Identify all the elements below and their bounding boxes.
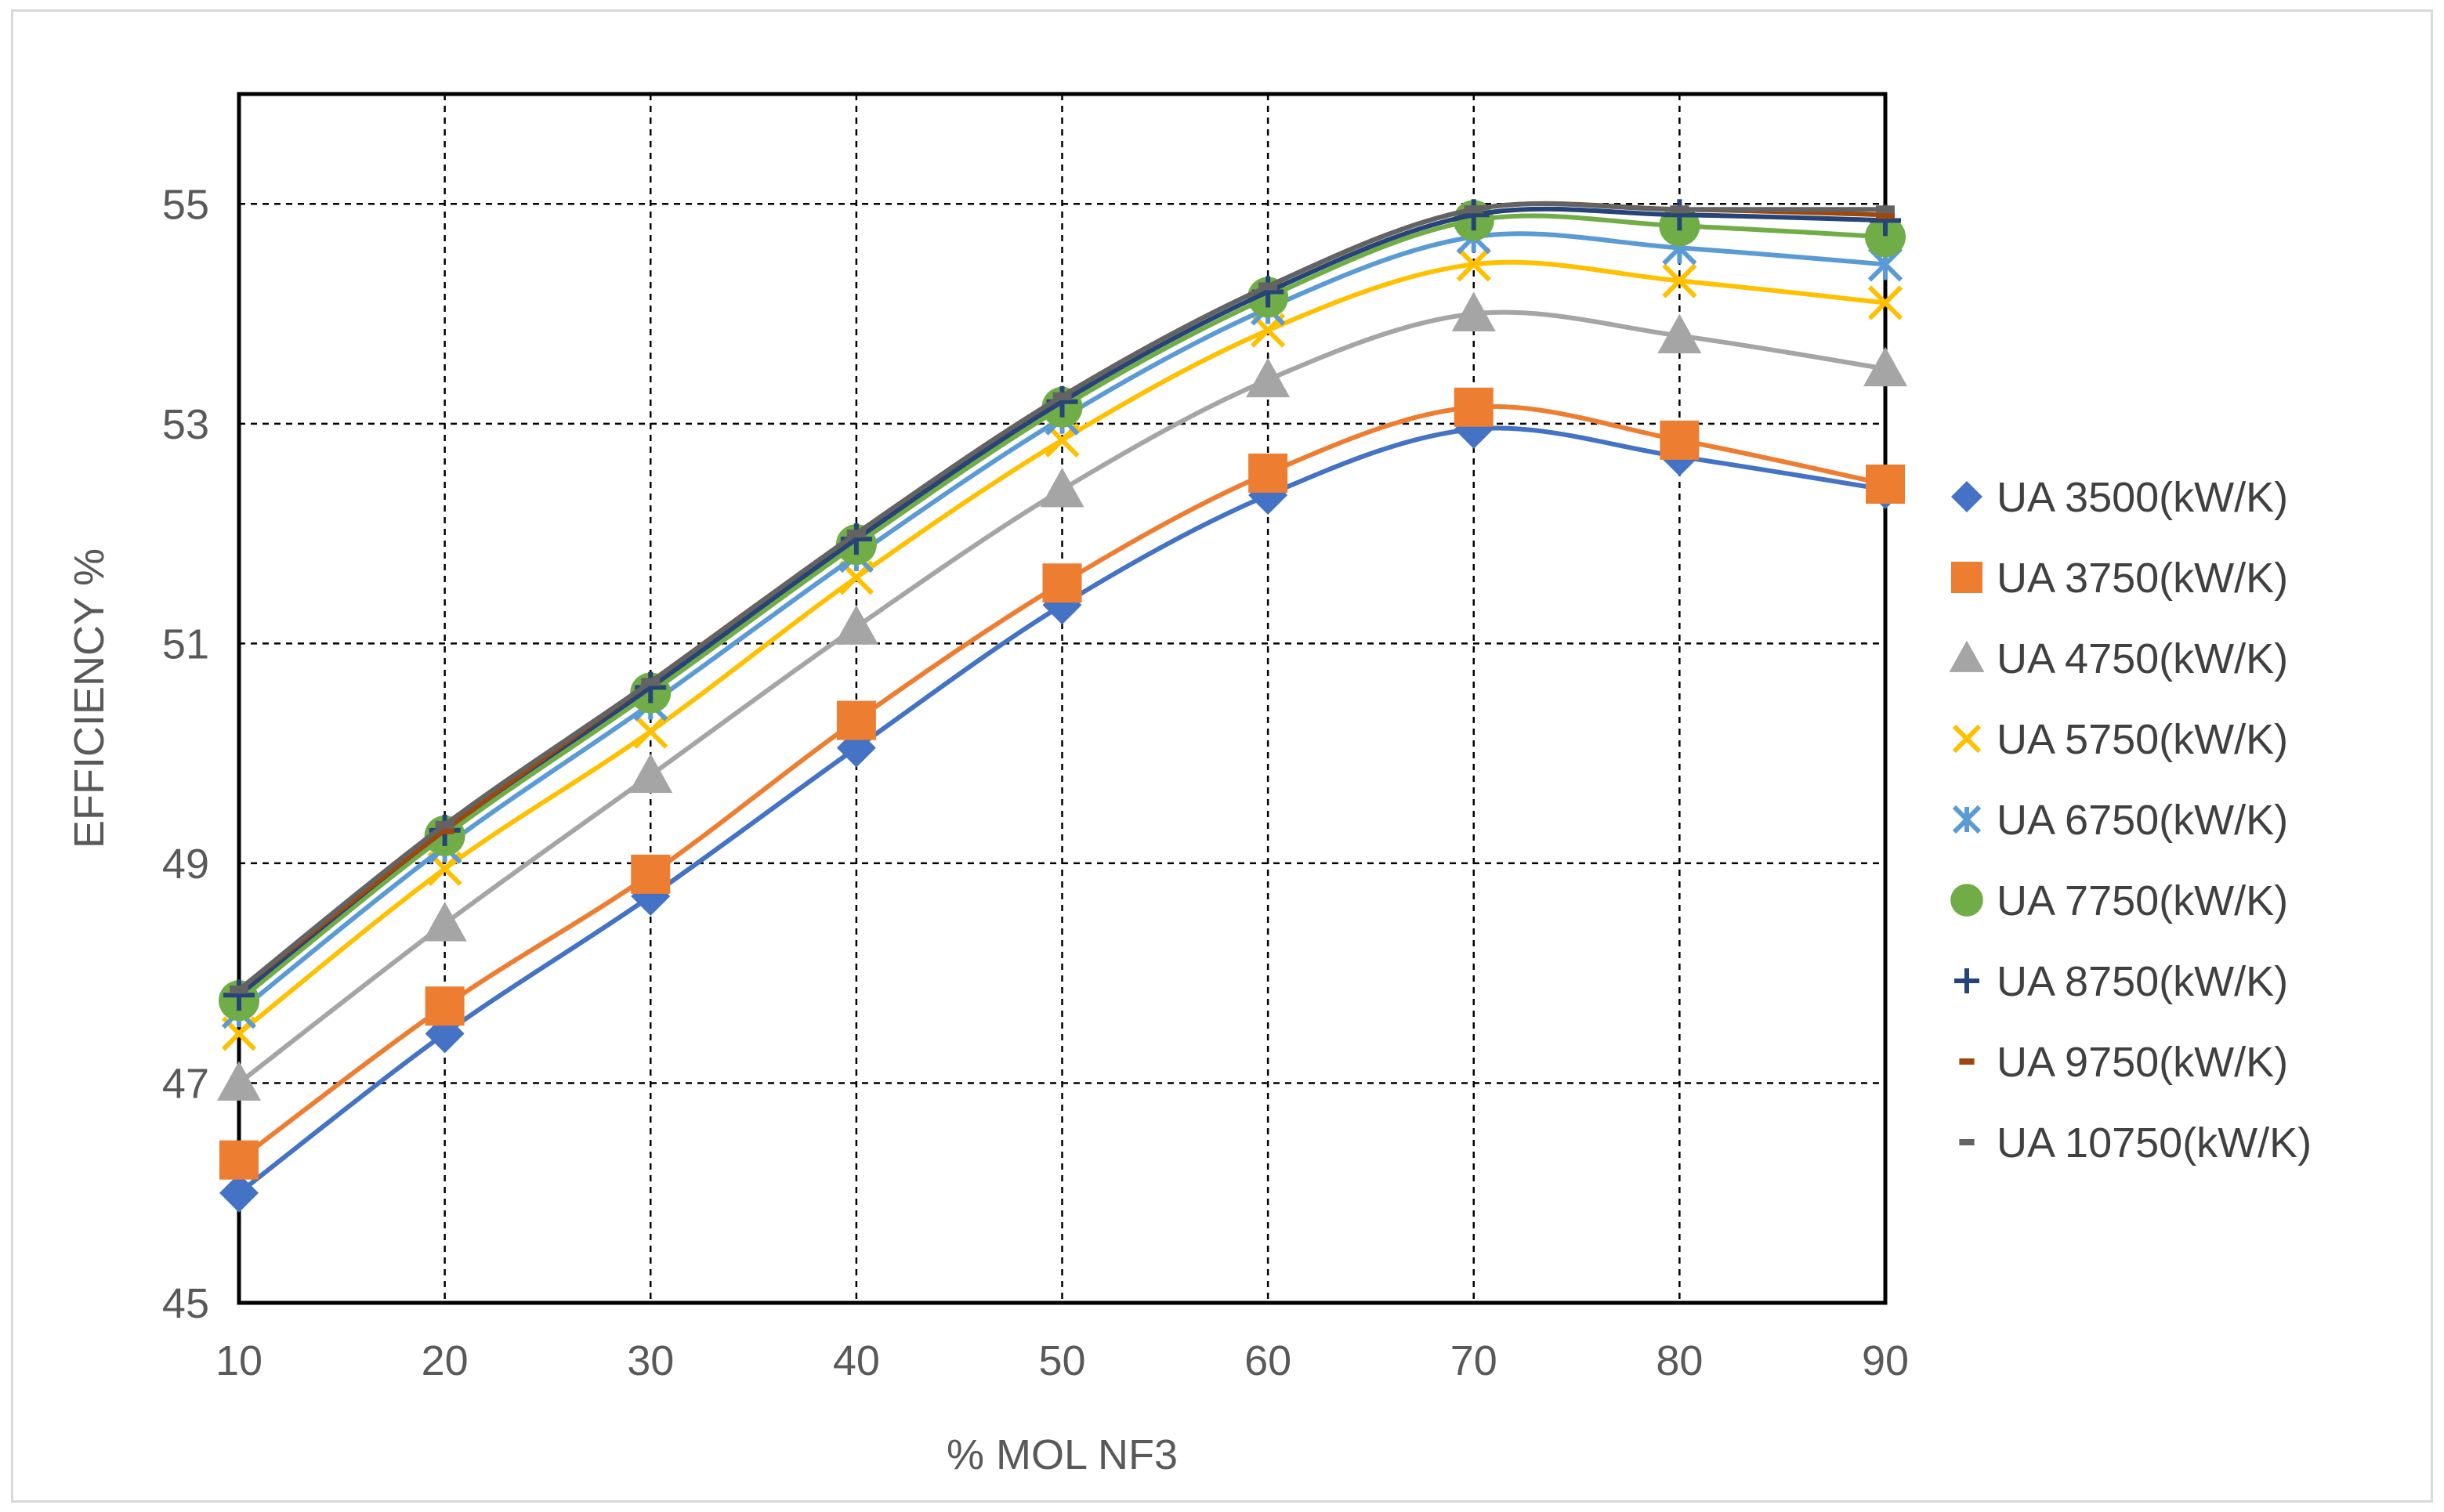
data-point — [631, 854, 671, 894]
data-point — [1464, 205, 1483, 214]
data-point — [1876, 211, 1895, 219]
y-tick-label: 45 — [162, 1280, 209, 1327]
legend-item: UA 10750(kW/K) — [1959, 1120, 2312, 1167]
chart-frame — [11, 9, 2433, 1503]
data-point — [219, 1173, 259, 1213]
x-tick-label: 20 — [422, 1337, 469, 1384]
data-point — [1863, 346, 1907, 387]
data-point — [846, 530, 866, 538]
series-line — [237, 201, 1885, 992]
data-point — [230, 986, 248, 994]
data-point — [217, 1061, 261, 1101]
data-point — [1866, 464, 1905, 504]
x-tick-label: 90 — [1862, 1337, 1909, 1384]
legend-label: UA 4750(kW/K) — [1997, 635, 2288, 682]
legend-label: UA 6750(kW/K) — [1997, 797, 2288, 844]
x-tick-label: 80 — [1656, 1337, 1703, 1384]
legend-item: UA 3500(kW/K) — [1951, 474, 2288, 521]
data-point — [836, 700, 876, 740]
legend-label: UA 5750(kW/K) — [1997, 716, 2288, 763]
legend-label: UA 9750(kW/K) — [1997, 1039, 2288, 1086]
legend-marker — [1949, 640, 1985, 672]
y-tick-label: 47 — [162, 1060, 209, 1107]
data-point — [1664, 199, 1696, 231]
legend-marker — [1951, 562, 1982, 593]
legend-item: UA 5750(kW/K) — [1952, 716, 2288, 763]
legend-marker — [1952, 805, 1982, 834]
data-point — [219, 1140, 259, 1180]
data-point — [1876, 205, 1895, 214]
legend-item: UA 4750(kW/K) — [1949, 635, 2288, 682]
legend-marker — [1954, 968, 1979, 993]
data-point — [1456, 247, 1491, 282]
tick-labels: 10 20 30 40 50 60 70 80 90 45 47 49 51 53 55 — [162, 181, 1909, 1384]
legend-marker — [1951, 481, 1982, 512]
data-point — [425, 986, 465, 1026]
legend-marker — [1952, 724, 1982, 754]
data-point — [1246, 357, 1291, 398]
y-tick-label: 49 — [162, 841, 209, 888]
x-axis-title: % MOL NF3 — [947, 1431, 1178, 1478]
x-tick-label: 70 — [1450, 1337, 1497, 1384]
plot-area-border — [237, 92, 1888, 1305]
data-point — [628, 753, 673, 794]
legend-item: UA 8750(kW/K) — [1954, 958, 2288, 1005]
data-point — [1040, 467, 1084, 508]
y-axis-title: EFFICIENCY % — [66, 548, 113, 848]
y-tick-label: 55 — [162, 181, 209, 228]
legend-item: UA 3750(kW/K) — [1951, 555, 2288, 602]
series-2 — [219, 387, 1905, 1180]
legend-item: UA 9750(kW/K) — [1959, 1039, 2288, 1086]
data-point — [1258, 282, 1278, 291]
data-point — [223, 979, 255, 1011]
data-point — [1865, 216, 1906, 258]
data-point — [435, 820, 454, 829]
x-tick-label: 50 — [1038, 1337, 1085, 1384]
data-point — [633, 714, 668, 749]
series-3 — [217, 291, 1907, 1101]
legend-label: UA 8750(kW/K) — [1997, 958, 2288, 1005]
y-tick-label: 53 — [162, 401, 209, 448]
legend-item: UA 7750(kW/K) — [1950, 877, 2288, 924]
x-tick-label: 40 — [833, 1337, 880, 1384]
series-9 — [230, 201, 1895, 994]
data-point — [1454, 387, 1494, 427]
series-layer — [217, 199, 1907, 1213]
data-point — [1052, 392, 1072, 400]
x-tick-label: 30 — [627, 1337, 674, 1384]
legend-label: UA 3500(kW/K) — [1997, 474, 2288, 521]
series-line — [237, 259, 1886, 1036]
data-point — [1662, 263, 1697, 298]
data-point — [1670, 205, 1689, 214]
legend-marker — [1959, 1139, 1975, 1145]
legend-marker — [1950, 884, 1983, 917]
data-point — [1248, 453, 1288, 493]
series-line — [237, 231, 1886, 1014]
data-point — [422, 902, 467, 942]
data-point — [1660, 420, 1700, 460]
legend: UA 3500(kW/K) UA 3750(kW/K) UA 4750(kW/K) U… — [1949, 474, 2312, 1167]
x-tick-label: 60 — [1244, 1337, 1291, 1384]
data-point — [641, 678, 661, 686]
data-point — [1867, 285, 1903, 320]
data-point — [435, 826, 454, 834]
data-point — [1451, 291, 1496, 331]
x-tick-label: 10 — [215, 1337, 263, 1384]
legend-label: UA 3750(kW/K) — [1997, 555, 2288, 602]
data-point — [1457, 199, 1490, 231]
data-point — [1657, 313, 1702, 353]
data-point — [834, 605, 878, 645]
legend-label: UA 10750(kW/K) — [1997, 1120, 2312, 1167]
legend-label: UA 7750(kW/K) — [1997, 877, 2288, 924]
data-point — [1042, 563, 1082, 603]
legend-marker — [1959, 1058, 1975, 1065]
legend-item: UA 6750(kW/K) — [1952, 797, 2288, 844]
y-tick-label: 51 — [162, 620, 209, 667]
